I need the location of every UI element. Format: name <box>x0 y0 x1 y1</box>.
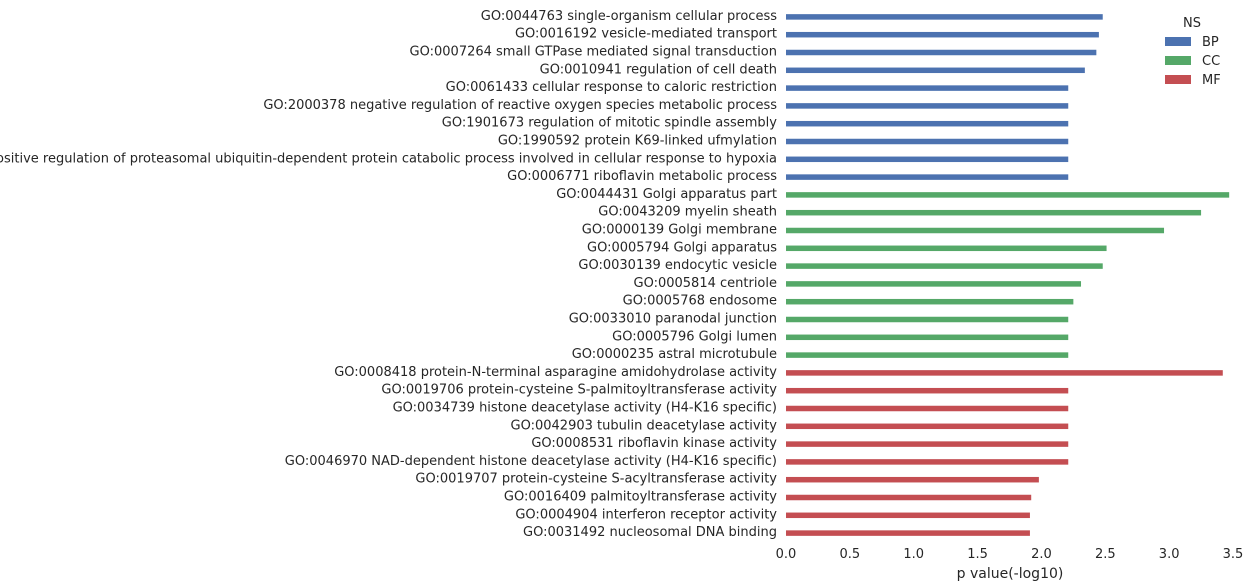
category-label: GO:0016192 vesicle-mediated transport <box>515 27 777 42</box>
category-label: GO:0016409 palmitoyltransferase activity <box>504 490 777 505</box>
legend: NS BP CC MF <box>1165 16 1221 88</box>
category-label: GO:0006771 riboflavin metabolic process <box>507 169 777 184</box>
category-label: GO:0042903 tubulin deacetylase activity <box>511 418 778 433</box>
category-label: GO:0044763 single-organism cellular proc… <box>481 9 777 24</box>
bar <box>786 512 1030 519</box>
legend-swatch <box>1165 37 1191 46</box>
bar <box>786 174 1069 180</box>
x-tick-label: 2.5 <box>1095 547 1116 562</box>
bar <box>786 316 1069 323</box>
category-label: GO:0061433 cellular response to caloric … <box>446 80 777 95</box>
bar <box>786 192 1230 198</box>
bar <box>786 85 1069 91</box>
x-tick-label: 1.0 <box>903 547 924 562</box>
category-label: GO:0034739 histone deacetylase activity … <box>393 401 777 416</box>
bar <box>786 334 1069 341</box>
bar <box>786 530 1030 536</box>
category-label: GO:0000235 astral microtubule <box>572 347 777 362</box>
x-tick-label: 2.0 <box>1031 547 1052 562</box>
x-axis-label: p value(-log10) <box>957 566 1064 582</box>
x-tick-label: 0.5 <box>840 547 861 562</box>
category-label: GO:0019707 protein-cysteine S-acyltransf… <box>415 472 777 487</box>
bar <box>786 245 1107 252</box>
legend-title: NS <box>1183 16 1201 31</box>
category-label: GO:0031492 nucleosomal DNA binding <box>523 525 777 540</box>
bar <box>786 370 1223 376</box>
category-label: GO:0005796 Golgi lumen <box>612 329 777 344</box>
bar <box>786 209 1202 216</box>
legend-label: CC <box>1202 54 1220 69</box>
bar <box>786 459 1069 465</box>
category-label: GO:0043209 myelin sheath <box>598 205 777 220</box>
x-tick-label: 3.5 <box>1223 547 1244 562</box>
bar <box>786 103 1069 109</box>
legend-label: BP <box>1202 35 1219 50</box>
bar <box>786 441 1069 447</box>
category-label: GO:0030139 endocytic vesicle <box>578 258 777 273</box>
bar <box>786 298 1074 305</box>
category-label: GO:1990592 protein K69-linked ufmylation <box>498 134 777 149</box>
category-label: GO:0033010 paranodal junction <box>569 312 777 327</box>
category-label: GO:0007264 small GTPase mediated signal … <box>410 45 777 60</box>
category-label: GO:0008418 protein-N-terminal asparagine… <box>334 365 777 380</box>
category-label: GO:0046970 NAD-dependent histone deacety… <box>285 454 777 469</box>
category-label: GO:0005794 Golgi apparatus <box>587 240 777 255</box>
bar <box>786 405 1069 412</box>
category-label: GO:0000139 Golgi membrane <box>582 223 777 238</box>
bar <box>786 263 1103 269</box>
bar <box>786 387 1069 394</box>
category-label: GO:2000777 positive regulation of protea… <box>0 151 777 166</box>
category-label: GO:0019706 protein-cysteine S-palmitoylt… <box>381 383 777 398</box>
bar <box>786 352 1069 358</box>
bar <box>786 227 1165 234</box>
x-tick-label: 0.0 <box>776 547 797 562</box>
category-labels-group: GO:0044763 single-organism cellular proc… <box>0 9 777 540</box>
category-label: GO:0044431 Golgi apparatus part <box>556 187 777 202</box>
bars-group <box>786 14 1230 536</box>
x-tick-label: 1.5 <box>967 547 988 562</box>
category-label: GO:0004904 interferon receptor activity <box>515 507 777 522</box>
category-label: GO:0010941 regulation of cell death <box>540 62 777 77</box>
x-ticks-group: 0.0 0.5 1.0 1.5 2.0 2.5 3.0 3.5 <box>776 547 1244 562</box>
bar <box>786 156 1069 163</box>
legend-label: MF <box>1202 73 1221 88</box>
category-label: GO:0005814 centriole <box>634 276 778 291</box>
category-label: GO:0008531 riboflavin kinase activity <box>531 436 777 451</box>
bar <box>786 67 1085 74</box>
bar <box>786 31 1099 38</box>
bar <box>786 14 1103 20</box>
category-label: GO:1901673 regulation of mitotic spindle… <box>442 116 778 131</box>
bar <box>786 494 1032 501</box>
bar <box>786 120 1069 127</box>
bar <box>786 49 1097 56</box>
bar <box>786 476 1039 483</box>
legend-swatch <box>1165 75 1191 84</box>
category-label: GO:0005768 endosome <box>623 294 777 309</box>
bar <box>786 423 1069 430</box>
legend-swatch <box>1165 56 1191 65</box>
bar <box>786 138 1069 145</box>
x-tick-label: 3.0 <box>1159 547 1180 562</box>
bar <box>786 281 1082 287</box>
category-label: GO:2000378 negative regulation of reacti… <box>263 98 777 113</box>
